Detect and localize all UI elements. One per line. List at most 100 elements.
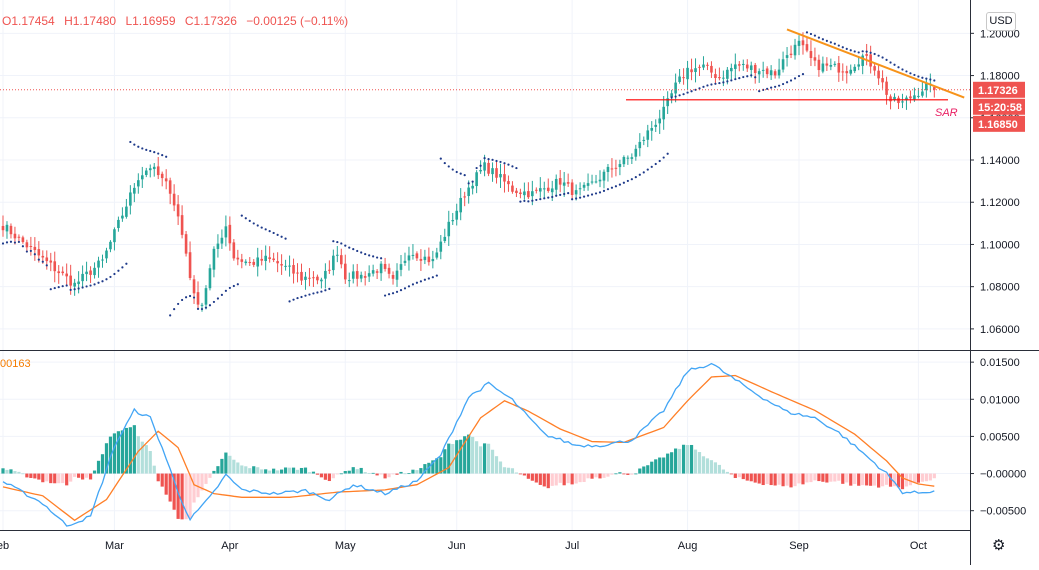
macd-histogram-bar [833, 473, 837, 482]
sar-dot [336, 240, 339, 244]
candle [196, 281, 200, 309]
candle [105, 247, 108, 263]
candle-body [375, 271, 379, 273]
candle [93, 262, 96, 279]
macd-histogram-bar [224, 452, 228, 474]
candle [773, 69, 777, 79]
candle [137, 173, 140, 194]
sar-dot [268, 230, 271, 233]
candle [527, 182, 530, 200]
sar-dot [523, 199, 526, 203]
sar-dot [260, 226, 263, 229]
sar-dot [316, 291, 319, 294]
candle [630, 153, 634, 165]
macd-histogram-bar [908, 473, 913, 486]
candle [515, 187, 518, 197]
macd-histogram-bar [148, 451, 152, 474]
settings-gear-icon[interactable]: ⚙ [992, 537, 1006, 554]
candle [351, 264, 355, 284]
sar-dot [654, 162, 657, 166]
candle [152, 163, 156, 177]
candle [113, 227, 116, 251]
candle-body [586, 183, 590, 186]
sar-dot [308, 293, 311, 296]
macd-histogram-bar [558, 473, 562, 483]
candle [57, 265, 61, 284]
candle-body [467, 187, 470, 197]
macd-histogram-bar [268, 470, 272, 474]
candle [160, 171, 164, 187]
sar-dot [45, 264, 48, 267]
macd-histogram-bar [13, 471, 17, 474]
sar-dot [169, 314, 172, 317]
candle-body [706, 64, 709, 66]
sar-dot [781, 82, 785, 86]
candle [650, 121, 654, 141]
candle [316, 274, 319, 285]
candle-body [184, 234, 188, 254]
sar-dot [137, 145, 140, 148]
macd-histogram-bar [510, 468, 515, 474]
sar-dot [383, 294, 387, 297]
candle-body [308, 277, 311, 279]
macd-histogram-bar [514, 472, 519, 474]
currency-button[interactable]: USD [986, 12, 1016, 31]
macd-tick-label: −0.00000 [980, 469, 1026, 481]
candle-body [562, 182, 566, 186]
candle [272, 252, 275, 263]
candle [97, 256, 100, 278]
candle [873, 63, 876, 76]
macd-histogram-bar [502, 467, 507, 474]
candle [33, 237, 37, 261]
candle-body [574, 190, 578, 195]
candle-body [455, 210, 459, 220]
candle-body [638, 141, 642, 149]
candle-body [81, 273, 84, 282]
sar-dot [340, 242, 343, 245]
sar-dot [499, 160, 502, 164]
candle [638, 133, 642, 157]
macd-histogram-bar [407, 473, 411, 475]
candle [905, 95, 908, 110]
candle [200, 302, 204, 312]
candle [562, 171, 566, 197]
candle-body [355, 271, 359, 279]
candle-body [447, 221, 451, 237]
candle [694, 58, 697, 83]
sar-dot [670, 96, 673, 99]
macd-histogram-bar [741, 473, 745, 480]
candle-body [741, 63, 745, 66]
candle [300, 263, 303, 285]
macd-histogram-bar [494, 456, 499, 474]
sar-dot [220, 293, 223, 296]
candle [769, 65, 773, 81]
candle-body [558, 178, 562, 185]
macd-histogram-bar [769, 473, 773, 486]
candle-body [515, 190, 518, 194]
macd-histogram-bar [590, 473, 594, 479]
macd-value-label: 00163 [0, 358, 31, 370]
sar-dot [666, 152, 669, 155]
sar-dot [423, 278, 426, 281]
candle [228, 216, 232, 251]
candle-body [833, 63, 837, 65]
macd-histogram-bar [204, 473, 208, 484]
candle-body [546, 187, 550, 191]
candle [77, 271, 80, 294]
macd-histogram-bar [41, 473, 45, 483]
x-tick-label: Sep [789, 540, 809, 552]
sar-dot [25, 250, 28, 253]
candle-body [300, 271, 303, 281]
sar-dot [451, 168, 454, 171]
candle-body [817, 59, 821, 71]
macd-histogram-bar [276, 470, 280, 474]
candle-body [654, 124, 658, 127]
candle [340, 248, 343, 269]
sar-dot [698, 87, 701, 90]
candle [809, 40, 813, 67]
candle-body [765, 68, 769, 75]
sar-dot [479, 164, 482, 167]
candle [889, 94, 892, 110]
candle-body [371, 270, 375, 274]
